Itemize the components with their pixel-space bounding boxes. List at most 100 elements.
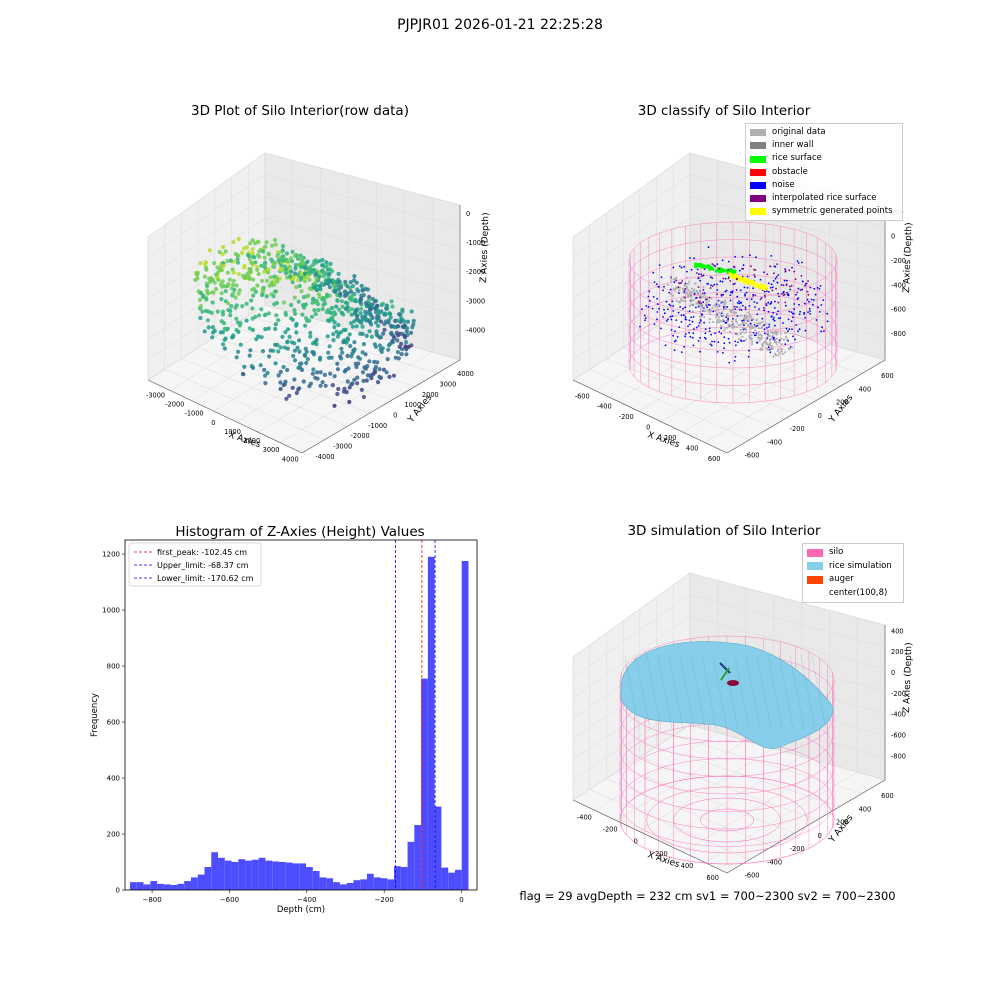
scatter-point [273, 342, 278, 347]
noise-point [708, 330, 711, 332]
scatter-point [390, 304, 395, 309]
original-point [767, 335, 770, 338]
noise-point [678, 292, 680, 294]
histogram-bar [299, 863, 307, 890]
noise-point [773, 316, 775, 319]
noise-point [809, 312, 811, 315]
tick-label: 600 [706, 874, 719, 882]
noise-point [767, 301, 770, 304]
noise-point [699, 350, 701, 353]
scatter-point [288, 256, 293, 261]
scatter-point [411, 318, 416, 323]
grid-line [689, 196, 886, 250]
noise-point [680, 314, 683, 317]
scatter-point [205, 283, 210, 289]
symmetric-point [763, 284, 767, 288]
scatter-point [250, 316, 255, 321]
scatter-point [297, 338, 302, 343]
scatter-point [198, 315, 203, 321]
scatter-point [282, 345, 287, 350]
noise-point [741, 304, 744, 307]
scatter-point [196, 289, 201, 294]
histogram-bar [380, 878, 388, 890]
histogram-bar [130, 882, 137, 890]
noise-point [726, 306, 729, 308]
scatter-point [345, 353, 350, 358]
scatter-point [360, 331, 365, 337]
noise-point [771, 286, 774, 289]
scatter-point [259, 263, 264, 268]
original-point [778, 341, 781, 344]
scatter-point [327, 344, 332, 349]
scatter-point [332, 325, 337, 330]
scatter-point [219, 291, 224, 296]
scatter-point [314, 287, 319, 293]
scatter-point [210, 278, 215, 283]
scatter-point [263, 381, 268, 386]
scatter-point [338, 330, 343, 335]
scatter-point [228, 258, 233, 263]
scatter-point [253, 289, 258, 294]
scatter-point [296, 365, 301, 370]
tick-label: 0 [634, 838, 638, 846]
tick-label: 0 [211, 419, 215, 427]
scatter-point [400, 309, 405, 314]
noise-point [667, 318, 669, 321]
noise-point [767, 282, 770, 285]
scatter-point [377, 343, 382, 348]
symmetric-point [746, 281, 750, 286]
original-point [761, 325, 764, 328]
noise-point [768, 323, 771, 326]
scatter-point [359, 320, 364, 325]
scatter-point [367, 359, 372, 364]
original-point [769, 341, 772, 344]
original-point [731, 326, 734, 329]
scatter-point [318, 383, 323, 388]
scatter-point [206, 309, 211, 314]
grid-line [638, 748, 774, 832]
noise-point [771, 315, 773, 318]
noise-point [727, 317, 729, 320]
scatter-point [404, 352, 409, 357]
original-point [755, 318, 758, 322]
scatter-point [207, 276, 212, 281]
scatter-point [290, 385, 295, 390]
y-tick-label: 1200 [102, 551, 120, 559]
scatter-point [219, 267, 224, 272]
grid-line [639, 756, 818, 821]
x-axis-line [147, 379, 303, 454]
histogram-bar [441, 867, 449, 890]
grid-line [572, 616, 691, 699]
noise-point [755, 256, 757, 259]
simulation-plot-title: 3D simulation of Silo Interior [627, 523, 821, 539]
noise-point [702, 274, 705, 277]
noise-point [791, 328, 793, 331]
grid-line [594, 732, 718, 811]
noise-point [790, 320, 793, 323]
original-point [721, 311, 724, 314]
original-point [758, 339, 761, 342]
grid-line [264, 239, 461, 294]
interpolated-point [762, 307, 765, 309]
noise-point [763, 328, 766, 331]
original-point [721, 318, 725, 321]
mesh-line [657, 654, 673, 731]
noise-point [777, 310, 779, 313]
histogram-bar [306, 867, 313, 890]
noise-point [772, 311, 775, 314]
scatter-point [328, 261, 333, 266]
original-point [690, 295, 693, 298]
original-point [769, 331, 772, 334]
original-point [778, 351, 781, 354]
scatter-point [328, 310, 333, 315]
scatter-point [310, 269, 315, 274]
classify-zlabel: Z Axies (Depth) [902, 222, 914, 293]
noise-point [682, 307, 684, 310]
histogram-bar [204, 867, 212, 890]
legend-label: noise [772, 179, 795, 190]
scatter-point [273, 322, 278, 327]
tick-label: -400 [767, 858, 782, 866]
scatter-point [359, 283, 364, 288]
scatter-point [238, 342, 243, 347]
